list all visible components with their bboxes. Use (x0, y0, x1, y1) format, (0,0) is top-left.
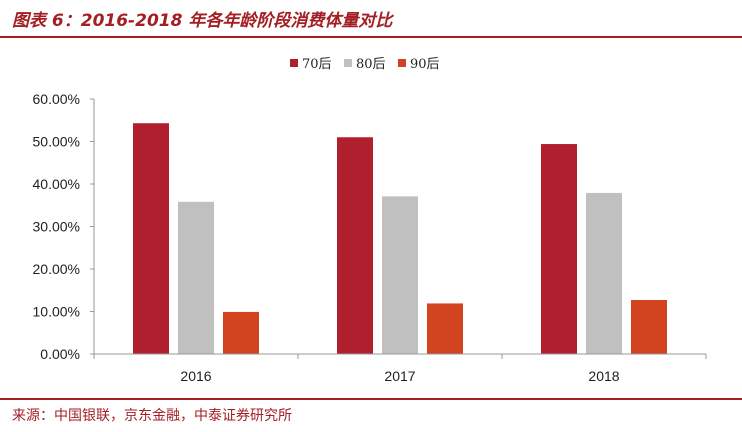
source-note: 来源：中国银联，京东金融，中泰证券研究所 (12, 408, 292, 424)
x-tick-label: 2018 (588, 368, 619, 384)
y-tick-label: 20.00% (33, 261, 80, 277)
y-axis: 0.00% 10.00% 20.00% 30.00% 40.00% 50.00% 60.00… (33, 91, 95, 362)
legend-label: 70后 (302, 57, 332, 72)
bar-2018-series-2 (586, 192, 622, 354)
bar-chart: 70后 80后 90后 0.00% 10.00% 20.00% 30.00% 40.00% 5… (33, 57, 707, 384)
legend-swatch (398, 59, 406, 67)
y-tick-label: 40.00% (33, 176, 80, 192)
footer-divider (0, 398, 742, 400)
bar-2018-series-1 (541, 144, 577, 354)
bar-2016-series-2 (178, 201, 214, 354)
bar-2016-series-1 (133, 123, 169, 354)
legend-swatch (344, 59, 352, 67)
title-divider (0, 36, 742, 38)
chart-bars (133, 123, 667, 354)
bar-2018-series-3 (631, 300, 667, 354)
x-tick-label: 2016 (180, 368, 211, 384)
legend-swatch (290, 59, 298, 67)
bar-2017-series-2 (382, 196, 418, 354)
y-tick-label: 10.00% (33, 304, 80, 320)
y-tick-label: 50.00% (33, 134, 80, 150)
y-tick-label: 60.00% (33, 91, 80, 107)
bar-2016-series-3 (223, 311, 259, 354)
x-axis: 2016 2017 2018 (93, 353, 707, 384)
bar-2017-series-3 (427, 303, 463, 354)
legend-label: 90后 (410, 57, 440, 72)
bar-2017-series-1 (337, 137, 373, 354)
figure-title: 图表 6：2016-2018 年各年龄阶段消费体量对比 (12, 11, 393, 31)
chart-legend: 70后 80后 90后 (290, 57, 440, 72)
legend-label: 80后 (356, 57, 386, 72)
y-tick-label: 0.00% (40, 346, 80, 362)
x-tick-label: 2017 (384, 368, 415, 384)
y-tick-label: 30.00% (33, 219, 80, 235)
